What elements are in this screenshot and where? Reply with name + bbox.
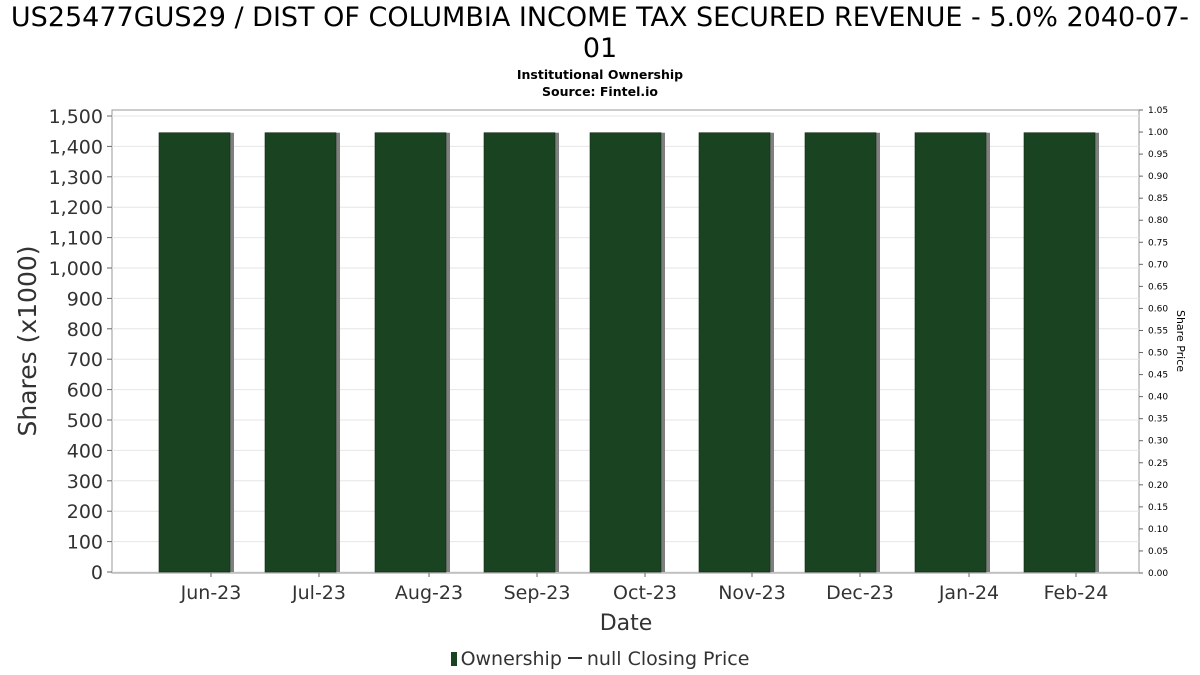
y-tick-label: 1,300 <box>49 167 103 189</box>
chart-subtitle: Institutional Ownership <box>516 67 684 82</box>
y2-axis-ticks: 0.00 0.05 0.10 0.15 0.20 0.25 0.30 0.35 0.40 0.45… <box>1139 106 1168 579</box>
bar-shadow <box>986 132 990 572</box>
y-tick-label: 1,000 <box>49 258 103 280</box>
y2-tick-label: 0.20 <box>1148 481 1168 491</box>
legend-ownership-label: Ownership <box>460 648 562 670</box>
bar-Oct-23 <box>589 132 662 573</box>
bar-Sep-23 <box>483 132 556 573</box>
x-tick-label: Aug-23 <box>395 582 463 604</box>
x-tick-label: Nov-23 <box>718 582 786 604</box>
bar-shadow <box>876 132 880 572</box>
bar-shadow <box>230 132 234 572</box>
x-tick-label: Sep-23 <box>504 582 571 604</box>
y-tick-label: 100 <box>67 532 103 554</box>
bar-Feb-24 <box>1023 132 1096 573</box>
y2-tick-label: 0.40 <box>1148 393 1168 403</box>
legend-ownership-swatch <box>450 652 457 666</box>
y2-tick-label: 0.60 <box>1148 304 1168 314</box>
x-tick-label: Jan-24 <box>938 582 999 604</box>
bar-shadow <box>661 132 665 572</box>
bar-Jan-24 <box>914 132 987 573</box>
y2-tick-label: 1.05 <box>1148 106 1168 116</box>
y-axis-ticks: 0 100 200 300 400 500 600 700 800 900 1,000 1,100 1,… <box>49 106 112 584</box>
y-tick-label: 200 <box>67 501 103 523</box>
y2-tick-label: 0.30 <box>1148 437 1168 447</box>
y-tick-label: 1,500 <box>49 106 103 128</box>
y-tick-label: 400 <box>67 440 103 462</box>
y2-tick-label: 0.65 <box>1148 282 1168 292</box>
y-tick-label: 0 <box>91 562 103 584</box>
x-tick-label: Oct-23 <box>613 582 677 604</box>
bar-Dec-23 <box>804 132 877 573</box>
y2-tick-label: 0.95 <box>1148 150 1168 160</box>
legend-closing-price-line <box>567 657 582 659</box>
legend: Ownership null Closing Price <box>0 647 1200 671</box>
x-tick-label: Dec-23 <box>826 582 894 604</box>
y-tick-label: 700 <box>67 349 103 371</box>
y2-tick-label: 0.55 <box>1148 326 1168 336</box>
y2-tick-label: 0.90 <box>1148 172 1168 182</box>
y-tick-label: 1,200 <box>49 197 103 219</box>
y2-tick-label: 0.70 <box>1148 260 1168 270</box>
x-axis-ticks: Jun-23 Jul-23 Aug-23 Sep-23 Oct-23 Nov-23 Dec-… <box>180 573 1109 604</box>
y2-tick-label: 0.10 <box>1148 525 1168 535</box>
bar-shadow <box>555 132 559 572</box>
x-axis-label: Date <box>600 611 653 636</box>
bar-Nov-23 <box>698 132 771 573</box>
x-tick-label: Feb-24 <box>1044 582 1109 604</box>
y2-tick-label: 0.45 <box>1148 371 1168 381</box>
y-tick-label: 800 <box>67 319 103 341</box>
bar-Jun-23 <box>158 132 231 573</box>
y-tick-label: 300 <box>67 471 103 493</box>
y2-tick-label: 0.25 <box>1148 459 1168 469</box>
y2-tick-label: 0.85 <box>1148 194 1168 204</box>
y2-tick-label: 0.80 <box>1148 216 1168 226</box>
chart-title: US25477GUS29 / DIST OF COLUMBIA INCOME T… <box>10 2 1190 64</box>
y2-tick-label: 0.35 <box>1148 415 1168 425</box>
y-tick-label: 900 <box>67 288 103 310</box>
bar-shadow <box>336 132 340 572</box>
y2-tick-label: 0.50 <box>1148 349 1168 359</box>
chart-source: Source: Fintel.io <box>542 84 658 99</box>
y2-tick-label: 0.00 <box>1148 569 1168 579</box>
bar-shadow <box>1095 132 1099 572</box>
y2-axis-label: Share Price <box>1174 310 1187 372</box>
y-tick-label: 600 <box>67 380 103 402</box>
bar-Aug-23 <box>374 132 447 573</box>
y-tick-label: 1,100 <box>49 228 103 250</box>
bars <box>158 132 1099 573</box>
y2-tick-label: 1.00 <box>1148 128 1168 138</box>
bar-Jul-23 <box>264 132 337 573</box>
y2-tick-label: 0.15 <box>1148 503 1168 513</box>
bar-shadow <box>446 132 450 572</box>
y-tick-label: 1,400 <box>49 136 103 158</box>
y2-tick-label: 0.05 <box>1148 547 1168 557</box>
y-axis-label: Shares (x1000) <box>13 245 42 436</box>
bar-shadow <box>770 132 774 572</box>
x-tick-label: Jul-23 <box>291 582 346 604</box>
y2-tick-label: 0.75 <box>1148 238 1168 248</box>
x-tick-label: Jun-23 <box>180 582 242 604</box>
y-tick-label: 500 <box>67 410 103 432</box>
legend-closing-price-label: null Closing Price <box>586 648 750 670</box>
